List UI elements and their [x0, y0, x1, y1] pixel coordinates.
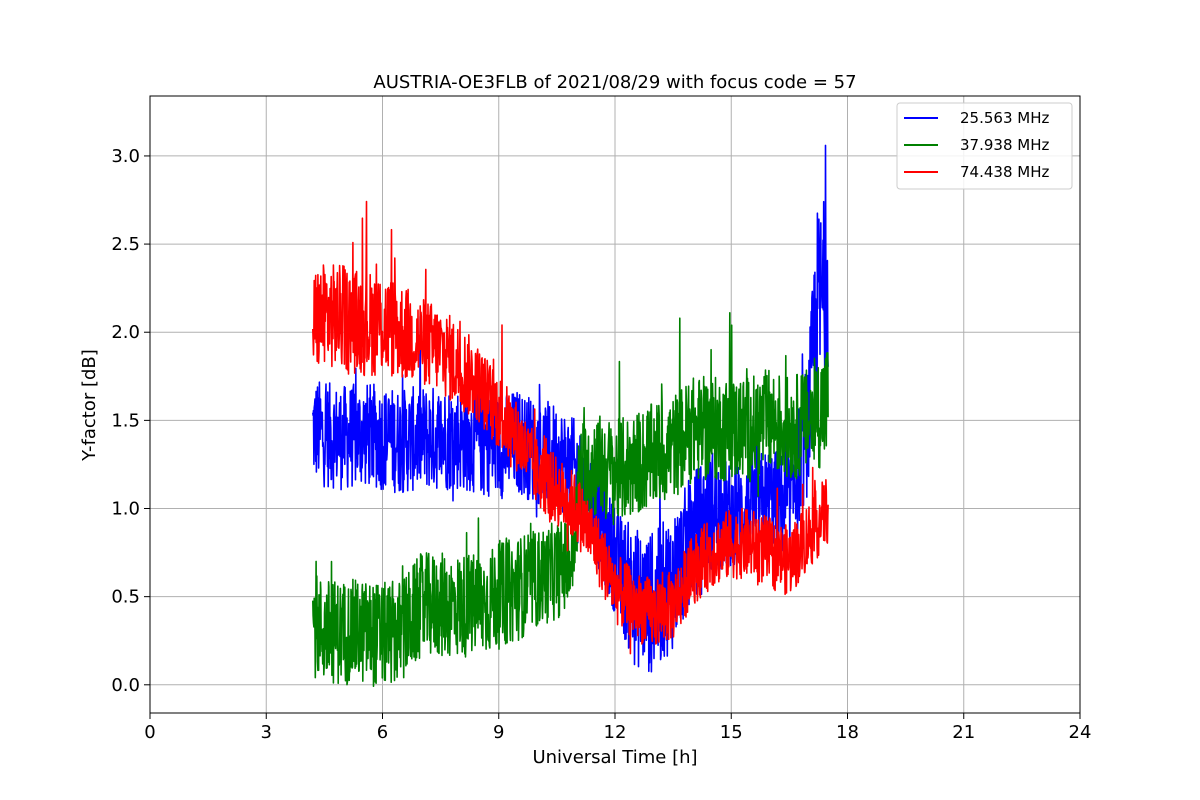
- series-line-2: [312, 200, 829, 655]
- y-tick-label: 2.5: [111, 234, 140, 255]
- x-tick-label: 0: [144, 722, 155, 743]
- x-axis-label: Universal Time [h]: [532, 747, 697, 768]
- legend-label-0: 25.563 MHz: [960, 109, 1049, 127]
- y-tick-label: 0.5: [111, 587, 140, 608]
- x-tick-label: 18: [836, 722, 859, 743]
- x-tick-label: 15: [720, 722, 743, 743]
- x-tick-label: 9: [493, 722, 504, 743]
- legend-label-2: 74.438 MHz: [960, 163, 1049, 181]
- y-tick-label: 1.5: [111, 410, 140, 431]
- x-tick-label: 12: [604, 722, 627, 743]
- x-axis-ticks: 0 3 6 9 12 15 18 21 24: [144, 713, 1091, 743]
- x-tick-label: 24: [1069, 722, 1092, 743]
- series-line-1: [312, 312, 829, 687]
- y-axis-ticks: 0.0 0.5 1.0 1.5 2.0 2.5 3.0: [111, 146, 150, 696]
- chart-title: AUSTRIA-OE3FLB of 2021/08/29 with focus …: [373, 72, 856, 93]
- y-tick-label: 0.0: [111, 675, 140, 696]
- legend-box: [896, 102, 1073, 190]
- series-group: [312, 144, 829, 687]
- plot-frame: [149, 95, 1081, 714]
- y-tick-label: 3.0: [111, 146, 140, 167]
- y-tick-label: 2.0: [111, 322, 140, 343]
- x-tick-label: 3: [261, 722, 272, 743]
- legend-label-1: 37.938 MHz: [960, 136, 1049, 154]
- legend: 25.563 MHz 37.938 MHz 74.438 MHz: [896, 102, 1073, 190]
- x-tick-label: 6: [377, 722, 388, 743]
- y-tick-label: 1.0: [111, 499, 140, 520]
- y-axis-label: Y-factor [dB]: [79, 349, 100, 462]
- x-tick-label: 21: [952, 722, 975, 743]
